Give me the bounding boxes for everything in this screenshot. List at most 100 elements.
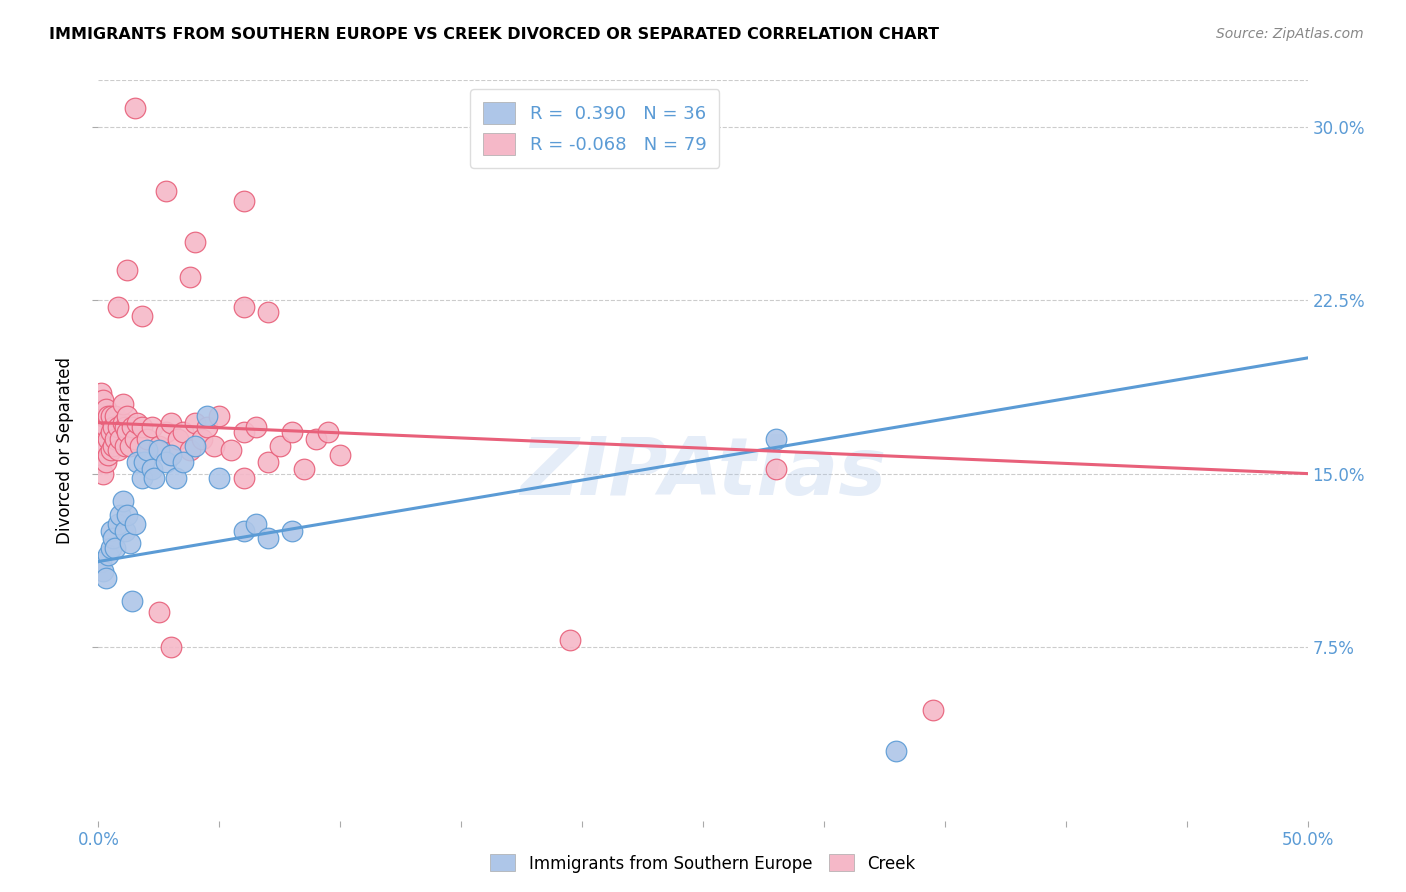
- Point: [97, 548, 120, 562]
- Point: [118, 536, 141, 550]
- Point: [245, 420, 267, 434]
- Point: [127, 455, 149, 469]
- Point: [90, 401, 112, 416]
- Point: [128, 439, 150, 453]
- Y-axis label: Divorced or Separated: Divorced or Separated: [56, 357, 75, 544]
- Point: [208, 471, 231, 485]
- Point: [101, 420, 124, 434]
- Point: [232, 194, 254, 208]
- Point: [160, 640, 183, 654]
- Point: [90, 455, 112, 469]
- Point: [269, 439, 291, 453]
- Point: [281, 425, 304, 439]
- Point: [160, 448, 183, 462]
- Point: [195, 420, 218, 434]
- Point: [184, 235, 207, 250]
- Point: [167, 432, 190, 446]
- Point: [124, 517, 146, 532]
- Point: [101, 532, 124, 546]
- Point: [94, 420, 117, 434]
- Point: [886, 744, 908, 758]
- Point: [316, 425, 339, 439]
- Point: [100, 541, 122, 555]
- Point: [100, 425, 122, 439]
- Point: [117, 409, 139, 423]
- Point: [155, 425, 177, 439]
- Point: [107, 443, 129, 458]
- Point: [97, 409, 120, 423]
- Point: [114, 524, 136, 539]
- Point: [131, 310, 153, 324]
- Point: [134, 455, 156, 469]
- Point: [94, 571, 117, 585]
- Point: [114, 439, 136, 453]
- Point: [281, 524, 304, 539]
- Point: [100, 409, 122, 423]
- Point: [179, 443, 201, 458]
- Point: [148, 606, 170, 620]
- Point: [143, 471, 166, 485]
- Legend: R =  0.390   N = 36, R = -0.068   N = 79: R = 0.390 N = 36, R = -0.068 N = 79: [470, 89, 718, 168]
- Point: [111, 416, 134, 430]
- Point: [221, 443, 243, 458]
- Point: [131, 471, 153, 485]
- Point: [104, 541, 127, 555]
- Point: [292, 462, 315, 476]
- Point: [111, 397, 134, 411]
- Point: [97, 432, 120, 446]
- Point: [94, 401, 117, 416]
- Point: [155, 184, 177, 198]
- Point: [91, 443, 114, 458]
- Point: [160, 448, 183, 462]
- Point: [765, 462, 787, 476]
- Point: [121, 420, 143, 434]
- Point: [172, 425, 194, 439]
- Point: [232, 471, 254, 485]
- Point: [245, 517, 267, 532]
- Point: [305, 432, 328, 446]
- Point: [90, 432, 112, 446]
- Point: [114, 420, 136, 434]
- Point: [90, 385, 112, 400]
- Point: [104, 409, 127, 423]
- Point: [148, 439, 170, 453]
- Point: [117, 263, 139, 277]
- Point: [195, 409, 218, 423]
- Point: [256, 304, 278, 318]
- Point: [97, 448, 120, 462]
- Point: [204, 439, 226, 453]
- Point: [107, 517, 129, 532]
- Point: [127, 416, 149, 430]
- Point: [108, 432, 131, 446]
- Point: [94, 455, 117, 469]
- Point: [117, 508, 139, 523]
- Point: [191, 432, 214, 446]
- Point: [107, 420, 129, 434]
- Point: [100, 524, 122, 539]
- Point: [118, 439, 141, 453]
- Point: [141, 462, 163, 476]
- Point: [91, 392, 114, 407]
- Point: [232, 425, 254, 439]
- Point: [256, 532, 278, 546]
- Point: [131, 420, 153, 434]
- Point: [101, 439, 124, 453]
- Point: [232, 300, 254, 314]
- Point: [165, 471, 187, 485]
- Point: [256, 455, 278, 469]
- Legend: Immigrants from Southern Europe, Creek: Immigrants from Southern Europe, Creek: [484, 847, 922, 880]
- Point: [329, 448, 352, 462]
- Point: [104, 432, 127, 446]
- Point: [100, 443, 122, 458]
- Point: [179, 269, 201, 284]
- Point: [107, 300, 129, 314]
- Point: [111, 494, 134, 508]
- Point: [184, 416, 207, 430]
- Point: [141, 420, 163, 434]
- Point: [91, 467, 114, 481]
- Point: [91, 564, 114, 578]
- Point: [94, 439, 117, 453]
- Point: [208, 409, 231, 423]
- Point: [172, 455, 194, 469]
- Point: [91, 409, 114, 423]
